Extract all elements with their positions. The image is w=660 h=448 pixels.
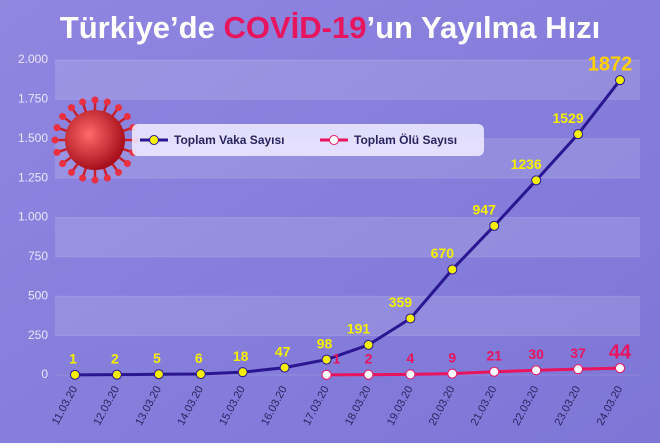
y-tick-label: 500	[28, 288, 48, 302]
y-tick-label: 1.000	[18, 210, 48, 224]
virus-knob	[123, 112, 131, 120]
data-label: 2	[111, 350, 119, 366]
data-label: 1	[69, 351, 77, 367]
data-point	[405, 313, 416, 324]
data-label: 98	[317, 335, 333, 351]
data-point	[279, 362, 290, 373]
legend-marker	[149, 135, 159, 145]
data-label: 21	[486, 347, 502, 363]
virus-knob	[79, 98, 87, 106]
data-label: 5	[153, 350, 161, 366]
data-label: 670	[431, 245, 455, 261]
virus-knob	[67, 104, 75, 112]
data-label: 1529	[552, 110, 583, 126]
data-label: 4	[406, 350, 414, 366]
data-point	[615, 363, 625, 374]
data-point	[489, 366, 500, 377]
legend-label: Toplam Vaka Sayısı	[174, 133, 285, 147]
data-point	[195, 369, 206, 380]
grid-band	[55, 60, 640, 100]
virus-knob	[67, 168, 75, 176]
data-point	[321, 369, 332, 380]
virus-body	[65, 110, 125, 170]
data-point	[531, 175, 542, 186]
title-part: Türkiye’de	[60, 10, 224, 45]
data-point	[153, 369, 164, 380]
grid-band	[55, 217, 640, 257]
data-point	[489, 220, 500, 231]
data-label: 9	[448, 349, 456, 365]
virus-icon	[51, 96, 139, 184]
y-tick-label: 1.750	[18, 92, 48, 106]
virus-knob	[91, 176, 99, 184]
data-label: 6	[195, 350, 203, 366]
virus-knob	[115, 104, 123, 112]
virus-knob	[59, 112, 67, 120]
data-point	[573, 364, 584, 375]
data-point	[405, 369, 416, 380]
data-label: 947	[473, 202, 497, 218]
series-line	[326, 366, 621, 377]
data-point	[573, 129, 584, 140]
y-tick-label: 1.500	[18, 131, 48, 145]
data-point	[447, 368, 458, 379]
data-label: 359	[389, 294, 413, 310]
chart-title: Türkiye’de COVİD-19’un Yayılma Hızı	[60, 10, 600, 45]
data-label: 44	[609, 341, 632, 363]
data-point	[531, 365, 542, 376]
legend-box	[132, 124, 484, 156]
virus-knob	[59, 160, 67, 168]
virus-knob	[53, 148, 61, 156]
virus-knob	[115, 168, 123, 176]
data-point	[70, 369, 80, 380]
legend-label: Toplam Ölü Sayısı	[354, 132, 457, 147]
title-highlight: COVİD-19	[223, 10, 366, 45]
data-point	[237, 367, 248, 378]
title-part: ’un Yayılma Hızı	[366, 10, 600, 45]
data-point	[615, 75, 625, 86]
data-label: 1236	[511, 156, 542, 172]
data-label: 18	[233, 348, 249, 364]
data-label: 37	[570, 345, 586, 361]
virus-knob	[103, 174, 111, 182]
y-tick-label: 750	[28, 249, 48, 263]
data-label: 1	[333, 351, 341, 367]
data-point	[447, 264, 458, 275]
virus-knob	[123, 160, 131, 168]
data-label: 47	[275, 343, 291, 359]
virus-knob	[91, 96, 99, 104]
data-point	[363, 369, 374, 380]
series-line	[74, 79, 622, 377]
data-label: 2	[365, 350, 373, 366]
virus-knob	[103, 98, 111, 106]
data-point	[111, 369, 122, 380]
y-tick-label: 2.000	[18, 52, 48, 66]
virus-knob	[79, 174, 87, 182]
grid-band	[55, 296, 640, 336]
virus-knob	[51, 136, 59, 144]
virus-knob	[53, 124, 61, 132]
y-tick-label: 0	[41, 367, 48, 381]
legend-marker	[329, 135, 339, 145]
y-tick-label: 1.250	[18, 170, 48, 184]
data-point	[321, 354, 332, 365]
data-label: 1872	[588, 53, 633, 75]
y-tick-label: 250	[28, 328, 48, 342]
data-label: 30	[528, 346, 544, 362]
data-label: 191	[347, 321, 371, 337]
data-point	[363, 339, 374, 350]
